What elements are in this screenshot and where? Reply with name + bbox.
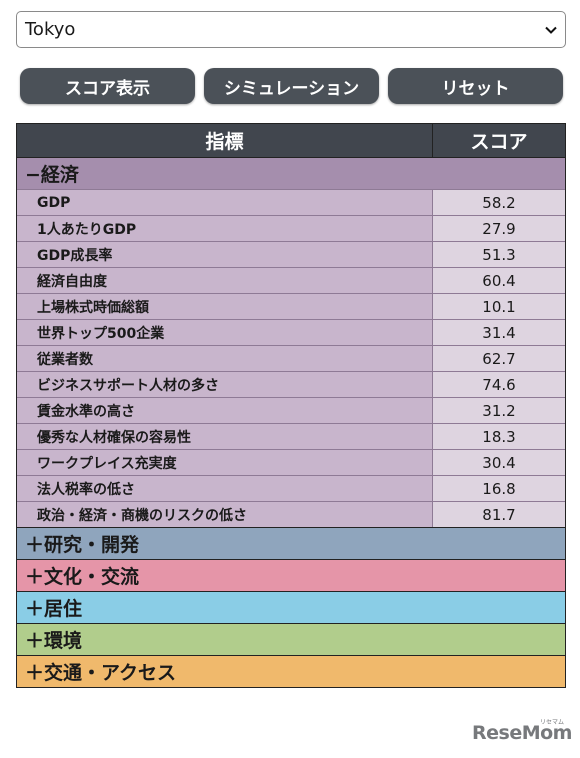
indicator-label: ビジネスサポート人材の多さ	[17, 372, 433, 397]
table-row: 世界トップ500企業 31.4	[17, 319, 565, 345]
indicator-score: 60.4	[433, 268, 565, 293]
indicator-score: 81.7	[433, 502, 565, 527]
table-row: 1人あたりGDP 27.9	[17, 215, 565, 241]
table-row: 従業者数 62.7	[17, 345, 565, 371]
indicator-label: 上場株式時価総額	[17, 294, 433, 319]
indicator-label: 従業者数	[17, 346, 433, 371]
indicator-label: 優秀な人材確保の容易性	[17, 424, 433, 449]
city-select-value: Tokyo	[25, 19, 76, 40]
indicator-score: 18.3	[433, 424, 565, 449]
action-buttons: スコア表示 シミュレーション リセット	[20, 68, 563, 104]
category-culture[interactable]: ＋文化・交流	[17, 559, 565, 591]
resemom-logo-small: リセマム	[540, 719, 565, 726]
indicator-label: 経済自由度	[17, 268, 433, 293]
header-score: スコア	[470, 131, 528, 153]
indicator-label: 1人あたりGDP	[17, 216, 433, 241]
category-economy[interactable]: −経済	[17, 157, 565, 189]
header-indicator: 指標	[17, 124, 433, 157]
table-row: GDP成長率 51.3	[17, 241, 565, 267]
table-header: 指標 スコア	[17, 124, 565, 157]
indicator-score: 16.8	[433, 476, 565, 501]
table-row: ワークプレイス充実度 30.4	[17, 449, 565, 475]
resemom-logo: ReseMom	[472, 722, 572, 744]
indicator-score: 58.2	[433, 190, 565, 215]
indicator-score: 51.3	[433, 242, 565, 267]
table-row: 上場株式時価総額 10.1	[17, 293, 565, 319]
city-select[interactable]: Tokyo	[16, 11, 566, 48]
economy-rows: GDP 58.2 1人あたりGDP 27.9 GDP成長率 51.3 経済自由度 60.4 上場…	[17, 189, 565, 527]
simulation-button[interactable]: シミュレーション	[204, 68, 379, 104]
indicator-label: GDP	[17, 190, 433, 215]
indicator-label: 法人税率の低さ	[17, 476, 433, 501]
indicator-score: 27.9	[433, 216, 565, 241]
indicator-label: 賃金水準の高さ	[17, 398, 433, 423]
table-row: 法人税率の低さ 16.8	[17, 475, 565, 501]
reset-button[interactable]: リセット	[388, 68, 563, 104]
table-row: 政治・経済・商機のリスクの低さ 81.7	[17, 501, 565, 527]
indicator-label: GDP成長率	[17, 242, 433, 267]
indicator-label: 政治・経済・商機のリスクの低さ	[17, 502, 433, 527]
indicator-score: 10.1	[433, 294, 565, 319]
collapsed-categories: ＋研究・開発 ＋文化・交流 ＋居住 ＋環境 ＋交通・アクセス	[17, 527, 565, 687]
category-living[interactable]: ＋居住	[17, 591, 565, 623]
category-research[interactable]: ＋研究・開発	[17, 527, 565, 559]
indicator-score: 30.4	[433, 450, 565, 475]
table-row: 優秀な人材確保の容易性 18.3	[17, 423, 565, 449]
indicator-score: 74.6	[433, 372, 565, 397]
category-environment[interactable]: ＋環境	[17, 623, 565, 655]
category-transport[interactable]: ＋交通・アクセス	[17, 655, 565, 687]
chevron-down-icon	[545, 26, 557, 34]
table-row: ビジネスサポート人材の多さ 74.6	[17, 371, 565, 397]
indicator-score: 62.7	[433, 346, 565, 371]
table-row: 経済自由度 60.4	[17, 267, 565, 293]
indicator-label: 世界トップ500企業	[17, 320, 433, 345]
score-table: 指標 スコア −経済 GDP 58.2 1人あたりGDP 27.9 GDP成長率 51.3…	[16, 123, 566, 688]
table-row: 賃金水準の高さ 31.2	[17, 397, 565, 423]
indicator-score: 31.4	[433, 320, 565, 345]
indicator-score: 31.2	[433, 398, 565, 423]
indicator-label: ワークプレイス充実度	[17, 450, 433, 475]
table-row: GDP 58.2	[17, 189, 565, 215]
show-score-button[interactable]: スコア表示	[20, 68, 195, 104]
